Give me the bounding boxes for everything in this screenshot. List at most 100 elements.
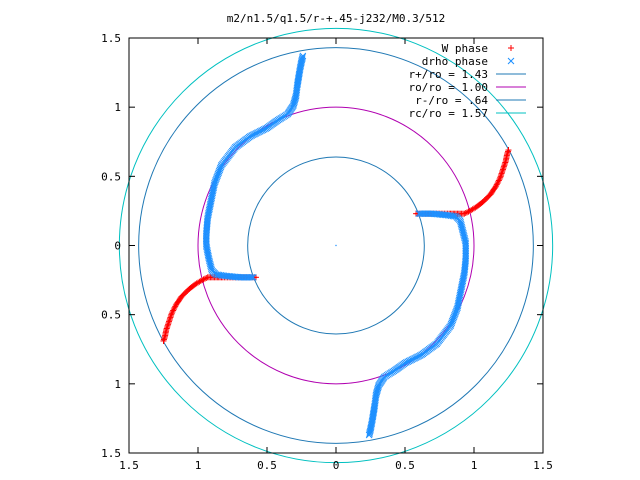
center-point — [335, 244, 337, 247]
marker-stroke-b — [204, 217, 211, 225]
y-tick-label: 0.5 — [101, 309, 121, 322]
data-point — [202, 238, 210, 246]
legend-label: W phase — [442, 42, 488, 55]
data-point — [173, 300, 180, 307]
marker-stroke-b — [294, 76, 302, 83]
marker-stroke-b — [203, 222, 211, 229]
y-tick-label: 1 — [114, 101, 121, 114]
data-point — [493, 181, 500, 188]
data-point — [505, 147, 512, 154]
y-tick-label: 1 — [114, 378, 121, 391]
data-point — [202, 242, 210, 249]
marker-stroke-b — [296, 69, 303, 76]
marker-stroke-b — [368, 416, 376, 424]
y-tick-label: 0.5 — [101, 170, 121, 183]
marker-stroke-b — [371, 403, 378, 411]
marker-stroke-b — [507, 57, 515, 65]
series-2 — [202, 52, 470, 439]
marker-stroke-b — [295, 73, 303, 81]
data-point — [170, 306, 177, 313]
data-point — [160, 337, 167, 344]
marker-stroke-b — [294, 81, 301, 89]
marker-stroke-b — [203, 225, 211, 232]
x-tick-label: 1 — [471, 459, 478, 472]
marker-stroke-b — [203, 219, 211, 226]
data-point — [495, 178, 502, 185]
legend-entry-3: r+/ro = 1.43 — [409, 68, 526, 81]
data-point — [464, 209, 471, 216]
data-point — [201, 275, 208, 282]
data-point — [204, 274, 211, 281]
marker-stroke-b — [203, 226, 211, 234]
marker-stroke-b — [202, 234, 210, 241]
data-point — [462, 209, 469, 216]
marker-stroke-b — [370, 408, 378, 415]
data-point — [299, 52, 307, 60]
marker-stroke-b — [295, 70, 303, 78]
legend-entry-1: W phase — [442, 42, 514, 55]
marker-stroke-b — [366, 430, 373, 437]
x-tick-label: 1.5 — [119, 459, 139, 472]
marker-stroke-b — [294, 77, 302, 85]
marker-stroke-b — [369, 412, 377, 420]
marker-stroke-b — [202, 240, 210, 248]
x-tick-label: 0 — [333, 459, 340, 472]
marker-stroke-b — [451, 212, 458, 220]
data-point — [202, 237, 210, 245]
marker-stroke-b — [214, 271, 221, 279]
marker-stroke-b — [296, 67, 304, 75]
data-point — [495, 177, 502, 184]
marker-stroke-b — [449, 212, 457, 220]
data-point — [365, 431, 373, 439]
data-point — [172, 301, 179, 308]
data-point — [202, 235, 210, 243]
marker-stroke-b — [369, 415, 376, 422]
legend-label: ro/ro = 1.00 — [409, 81, 488, 94]
data-point — [202, 240, 210, 248]
reference-circle-1 — [138, 47, 534, 444]
legend-entry-5: r-/ro = .64 — [415, 94, 526, 107]
marker-stroke-b — [215, 271, 223, 279]
marker-stroke-b — [370, 405, 378, 413]
legend-label: drho phase — [422, 55, 488, 68]
marker-stroke-b — [202, 242, 210, 249]
reference-circle-4 — [118, 27, 554, 464]
marker-stroke-b — [203, 220, 211, 228]
data-points — [160, 52, 512, 439]
marker-stroke-b — [299, 54, 306, 61]
y-tick-label: 1.5 — [101, 447, 121, 460]
marker-stroke-b — [296, 66, 304, 74]
data-point — [172, 303, 179, 310]
y-tick-label: 0 — [114, 240, 121, 253]
marker-stroke-b — [365, 431, 373, 439]
data-point — [171, 304, 178, 311]
marker-stroke-b — [370, 406, 378, 414]
data-point — [169, 308, 176, 315]
marker-stroke-b — [369, 410, 377, 418]
legend-entry-6: rc/ro = 1.57 — [409, 107, 526, 120]
marker-stroke-b — [295, 71, 303, 79]
chart-title: m2/n1.5/q1.5/r-+.45-j232/M0.3/512 — [227, 12, 446, 25]
marker-stroke-b — [202, 231, 210, 238]
data-point — [496, 176, 503, 183]
marker-stroke-b — [203, 228, 210, 235]
marker-stroke-b — [202, 237, 210, 245]
data-point — [492, 184, 499, 191]
data-point — [366, 430, 373, 437]
reference-circles — [118, 27, 554, 464]
marker-stroke-b — [295, 74, 302, 82]
marker-stroke-b — [368, 417, 376, 425]
marker-stroke-b — [294, 80, 301, 88]
plot-axes: 1.5 1 0.5 0 0.5 1 1.51.510.500.511.5 — [101, 32, 553, 472]
x-tick-label: 1.5 — [533, 459, 553, 472]
data-point — [170, 307, 177, 314]
data-point — [461, 210, 468, 217]
x-tick-label: 0.5 — [395, 459, 415, 472]
marker-stroke-b — [202, 235, 210, 243]
data-point — [299, 54, 306, 61]
reference-circle-2 — [197, 106, 475, 385]
y-tick-label: 1.5 — [101, 32, 121, 45]
marker-stroke-b — [294, 78, 302, 86]
